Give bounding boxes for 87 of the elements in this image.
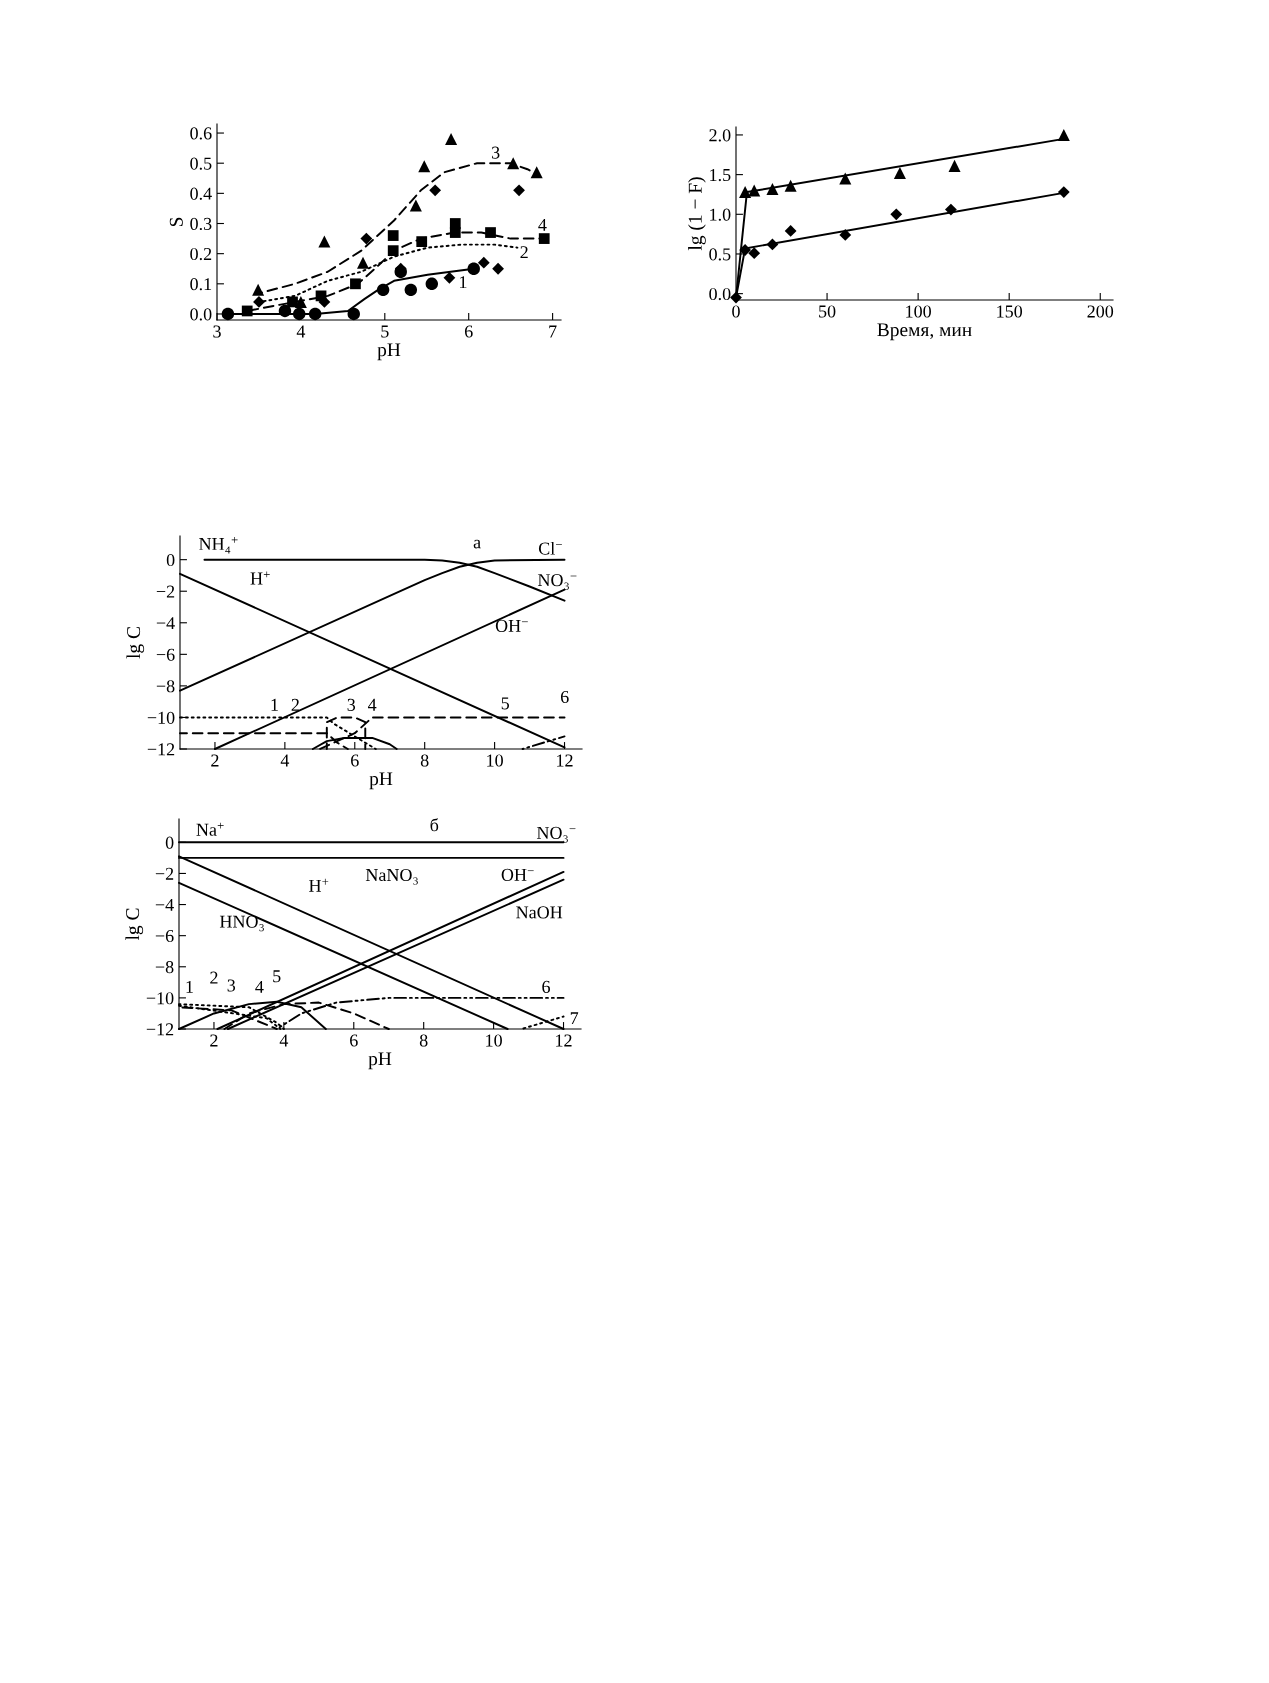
x-tick-label: 6: [350, 1034, 358, 1047]
annotation: 2: [520, 246, 528, 259]
annotation: NO₃$^{−}$: [537, 574, 577, 590]
annotation: 7: [570, 1012, 579, 1025]
x-tick-label: 4: [279, 1034, 289, 1047]
x-tick-label: 5: [381, 325, 389, 338]
y-tick-label: 0.5: [709, 248, 731, 261]
y-tick-label: 0.0: [190, 308, 212, 321]
annotation: а: [473, 539, 481, 549]
annotation: 4: [538, 218, 547, 231]
x-tick-label: 4: [280, 754, 290, 767]
x-tick-label: 0: [732, 305, 740, 318]
y-tick-label: 0.4: [190, 187, 212, 200]
annotation: OH$^{−}$: [501, 868, 534, 881]
x-axis-title: pH: [377, 343, 401, 361]
y-tick-label: −4: [156, 617, 175, 630]
annotation: 1: [186, 980, 193, 993]
y-tick-label: 0.3: [190, 217, 212, 231]
x-tick-label: 12: [556, 1034, 572, 1047]
x-tick-label: 12: [557, 754, 573, 767]
y-tick-label: −8: [156, 680, 175, 693]
y-tick-label: −6: [156, 648, 175, 661]
annotation: NH₄$^{+}$: [199, 536, 238, 554]
annotation: 4: [367, 698, 377, 711]
x-tick-label: 150: [997, 305, 1023, 318]
y-axis-title: lg (1 − F): [688, 177, 706, 251]
y-tick-label: −8: [155, 961, 174, 974]
x-tick-label: 8: [420, 754, 429, 767]
annotation: H$^{+}$: [250, 571, 270, 585]
y-axis-title: S: [169, 217, 183, 227]
annotation: 2: [210, 971, 218, 984]
y-tick-label: 0: [165, 836, 174, 849]
annotation: 3: [347, 698, 356, 711]
x-tick-label: 2: [211, 754, 219, 767]
x-tick-label: 2: [210, 1034, 218, 1047]
x-tick-label: 10: [486, 1034, 502, 1047]
x-axis-title: pH: [368, 1052, 392, 1070]
y-tick-label: 0.0: [709, 287, 731, 301]
y-tick-label: −12: [146, 1023, 174, 1036]
x-tick-label: 8: [419, 1034, 428, 1047]
annotation: OH$^{−}$: [495, 619, 528, 632]
annotation: б: [430, 818, 439, 832]
y-tick-label: −12: [147, 743, 175, 756]
y-tick-label: −2: [155, 867, 174, 880]
annotation: HNO₃: [219, 915, 264, 932]
annotation: 5: [501, 697, 510, 710]
y-axis-title: lg C: [126, 627, 145, 659]
annotation: H$^{+}$: [309, 878, 329, 892]
annotation: 1: [271, 698, 278, 711]
annotation: 1: [460, 276, 467, 289]
y-tick-label: 1.5: [710, 168, 731, 182]
annotation: 4: [255, 980, 264, 993]
y-tick-label: 0.6: [190, 127, 212, 140]
y-tick-label: −2: [156, 585, 175, 598]
annotation: 2: [291, 698, 299, 711]
y-tick-label: −10: [146, 992, 174, 1005]
y-tick-label: 0.1: [190, 278, 212, 291]
annotation: NO₃$^{−}$: [536, 826, 576, 843]
x-axis-title: pH: [369, 772, 393, 790]
y-tick-label: 0: [166, 553, 175, 567]
x-tick-label: 100: [906, 305, 931, 318]
annotation: Na$^{+}$: [196, 822, 224, 836]
y-tick-label: −6: [155, 929, 174, 943]
annotation: 5: [273, 970, 281, 983]
x-tick-label: 6: [351, 754, 359, 767]
x-tick-label: 6: [464, 325, 473, 338]
annotation: 6: [560, 690, 569, 704]
x-tick-label: 4: [296, 325, 306, 338]
y-axis-title: lg C: [125, 908, 144, 941]
x-tick-label: 200: [1087, 305, 1114, 318]
annotation: 6: [542, 980, 550, 993]
annotation: Cl$^{−}$: [538, 541, 562, 555]
annotation: NaOH: [516, 906, 563, 919]
y-tick-label: 2.0: [709, 129, 731, 142]
y-tick-label: −10: [147, 711, 175, 724]
annotation: 3: [491, 146, 500, 159]
y-tick-label: −4: [155, 898, 174, 911]
x-tick-label: 10: [487, 754, 503, 767]
x-tick-label: 50: [819, 305, 836, 318]
x-tick-label: 3: [213, 325, 221, 338]
y-tick-label: 0.5: [190, 157, 212, 170]
x-tick-label: 7: [549, 325, 557, 338]
y-tick-label: 1.0: [710, 208, 731, 221]
y-tick-label: 0.2: [190, 247, 212, 261]
annotation: 3: [227, 979, 236, 992]
annotation: NaNO₃: [365, 868, 418, 885]
x-axis-title: Время, мин: [877, 323, 972, 341]
